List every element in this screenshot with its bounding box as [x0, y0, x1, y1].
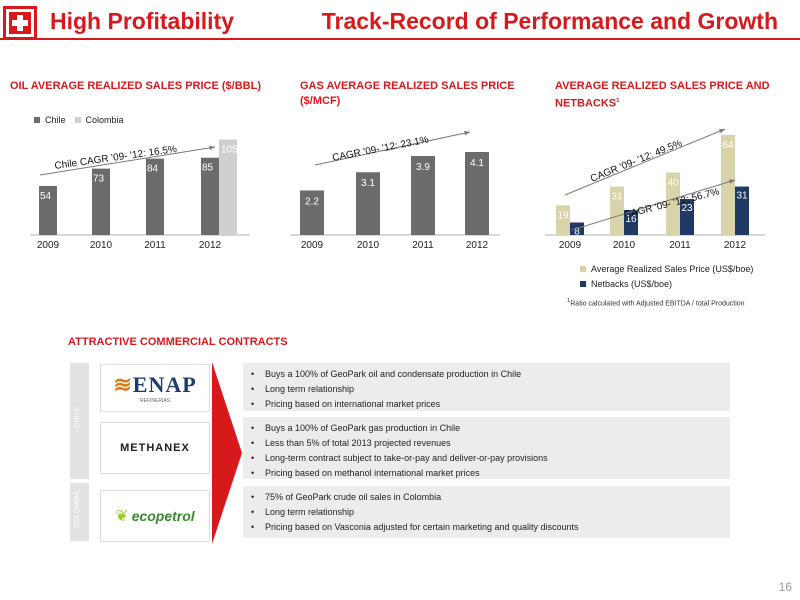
- price-cagr-arrow-line: [564, 128, 726, 196]
- bar-price-2011: [666, 172, 680, 235]
- data-label-2011: 3.9: [416, 162, 430, 173]
- bar-price-2012: [721, 135, 735, 235]
- bar-chile-2012: [201, 157, 219, 235]
- bar-netback-2012: [735, 186, 749, 235]
- enap-contract-box: Buys a 100% of GeoPark oil and condensat…: [243, 363, 730, 411]
- ecopetrol-contract-box: 75% of GeoPark crude oil sales in Colomb…: [243, 486, 730, 538]
- data-label-2009: 2.2: [305, 196, 319, 207]
- bar-2011: [411, 156, 435, 235]
- chile-label: CHILE: [74, 407, 81, 428]
- bar-chile-2011: [146, 158, 164, 235]
- legend-swatch-price: [580, 266, 586, 272]
- price-cagr-arrow-head: [719, 128, 725, 134]
- methanex-logo: METHANEX: [100, 422, 210, 474]
- tick-label-2011: 2011: [144, 240, 166, 251]
- netback-footnote: 1Ratio calculated with Adjusted EBITDA /…: [567, 298, 745, 308]
- gas-chart-title: GAS AVERAGE REALIZED SALES PRICE ($/MCF): [300, 80, 515, 107]
- tick-label-2010: 2010: [90, 240, 113, 251]
- legend-swatch-chile: [34, 117, 40, 123]
- iguana-icon: ❦: [115, 508, 129, 525]
- legend-swatch-colombia: [74, 117, 81, 123]
- data-label-chile-2012: 85: [202, 163, 214, 174]
- data-label-chile-2011: 84: [147, 164, 159, 175]
- data-label-netback-2012: 31: [736, 191, 748, 202]
- data-label-2012: 4.1: [470, 158, 484, 169]
- red-arrow-icon: [212, 362, 242, 544]
- legend-label-chile: Chile: [45, 115, 66, 125]
- data-label-price-2009: 19: [557, 210, 569, 221]
- tick-label-2012: 2012: [724, 240, 747, 251]
- data-label-price-2010: 31: [611, 192, 623, 203]
- bar-2010: [356, 172, 380, 235]
- netback-chart-title: AVERAGE REALIZED SALES PRICE AND NETBACK…: [555, 80, 770, 110]
- netback-cagr-arrow-head: [729, 179, 735, 184]
- bar-netback-2011: [680, 199, 694, 235]
- data-label-2010: 3.1: [361, 178, 375, 189]
- data-label-netback-2010: 16: [625, 214, 637, 225]
- list-item: Long term relationship: [251, 382, 722, 397]
- oil-cagr-arrow-head: [209, 145, 215, 151]
- oil-chart-legend: Chile Colombia: [34, 115, 124, 125]
- list-item: Pricing based on international market pr…: [251, 397, 722, 412]
- colombia-sidebar: COLOMBIA: [70, 483, 89, 541]
- tick-label-2009: 2009: [37, 240, 60, 251]
- tick-label-2011: 2011: [412, 240, 434, 251]
- colombia-label: COLOMBIA: [74, 491, 81, 528]
- legend-label-colombia: Colombia: [85, 115, 124, 125]
- title-divider: [0, 38, 800, 40]
- enap-logo: ≋ENAP REFINERIAS: [100, 364, 210, 412]
- bar-2009: [300, 190, 324, 235]
- bar-chile-2009: [39, 185, 57, 235]
- list-item: Long-term contract subject to take-or-pa…: [251, 451, 722, 466]
- bar-netback-2010: [624, 210, 638, 235]
- oil-cagr-arrow-line: [39, 146, 216, 176]
- page-number: 16: [778, 580, 792, 594]
- chile-sidebar: CHILE: [70, 363, 89, 479]
- data-label-netback-2009: 8: [574, 227, 580, 238]
- company-logo: [3, 6, 37, 40]
- bar-price-2010: [610, 186, 624, 235]
- list-item: Buys a 100% of GeoPark oil and condensat…: [251, 367, 722, 382]
- gas-cagr-arrow-line: [314, 131, 471, 166]
- enap-flame-icon: ≋: [113, 372, 133, 397]
- bar-chile-2010: [92, 168, 110, 235]
- list-item: Less than 5% of total 2013 projected rev…: [251, 436, 722, 451]
- legend-swatch-netbacks: [580, 281, 586, 287]
- oil-chart-title: OIL AVERAGE REALIZED SALES PRICE ($/BBL): [10, 80, 261, 92]
- methanex-contract-box: Buys a 100% of GeoPark gas production in…: [243, 417, 730, 479]
- list-item: 75% of GeoPark crude oil sales in Colomb…: [251, 490, 722, 505]
- legend-label-netbacks: Netbacks (US$/boe): [591, 279, 673, 289]
- page-subtitle: Track-Record of Performance and Growth: [321, 8, 778, 34]
- netback-chart-legend: Average Realized Sales Price (US$/boe) N…: [580, 264, 753, 289]
- tick-label-2009: 2009: [301, 240, 324, 251]
- tick-label-2010: 2010: [613, 240, 636, 251]
- ecopetrol-logo: ❦ ecopetrol: [100, 490, 210, 542]
- tick-label-2012: 2012: [199, 240, 222, 251]
- contracts-section-title: ATTRACTIVE COMMERCIAL CONTRACTS: [68, 336, 288, 348]
- list-item: Long term relationship: [251, 505, 722, 520]
- data-label-netback-2011: 23: [681, 203, 693, 214]
- bar-colombia-2012: [219, 139, 237, 235]
- list-item: Pricing based on Vasconia adjusted for c…: [251, 520, 722, 535]
- tick-label-2010: 2010: [357, 240, 380, 251]
- netback-cagr-arrow-line: [571, 179, 736, 231]
- data-label-chile-2009: 54: [40, 191, 52, 202]
- data-label-price-2011: 40: [667, 178, 679, 189]
- gas-cagr-arrow-head: [464, 130, 470, 136]
- data-label-chile-2010: 73: [93, 174, 105, 185]
- page-title: High Profitability: [50, 8, 234, 34]
- tick-label-2009: 2009: [559, 240, 582, 251]
- list-item: Buys a 100% of GeoPark gas production in…: [251, 421, 722, 436]
- legend-label-price: Average Realized Sales Price (US$/boe): [591, 264, 754, 274]
- tick-label-2011: 2011: [669, 240, 691, 251]
- data-label-price-2012: 64: [722, 140, 734, 151]
- data-label-colombia-2012: 105: [221, 145, 238, 156]
- tick-label-2012: 2012: [466, 240, 489, 251]
- bar-2012: [465, 152, 489, 235]
- list-item: Pricing based on methanol international …: [251, 466, 722, 481]
- bar-price-2009: [556, 205, 570, 235]
